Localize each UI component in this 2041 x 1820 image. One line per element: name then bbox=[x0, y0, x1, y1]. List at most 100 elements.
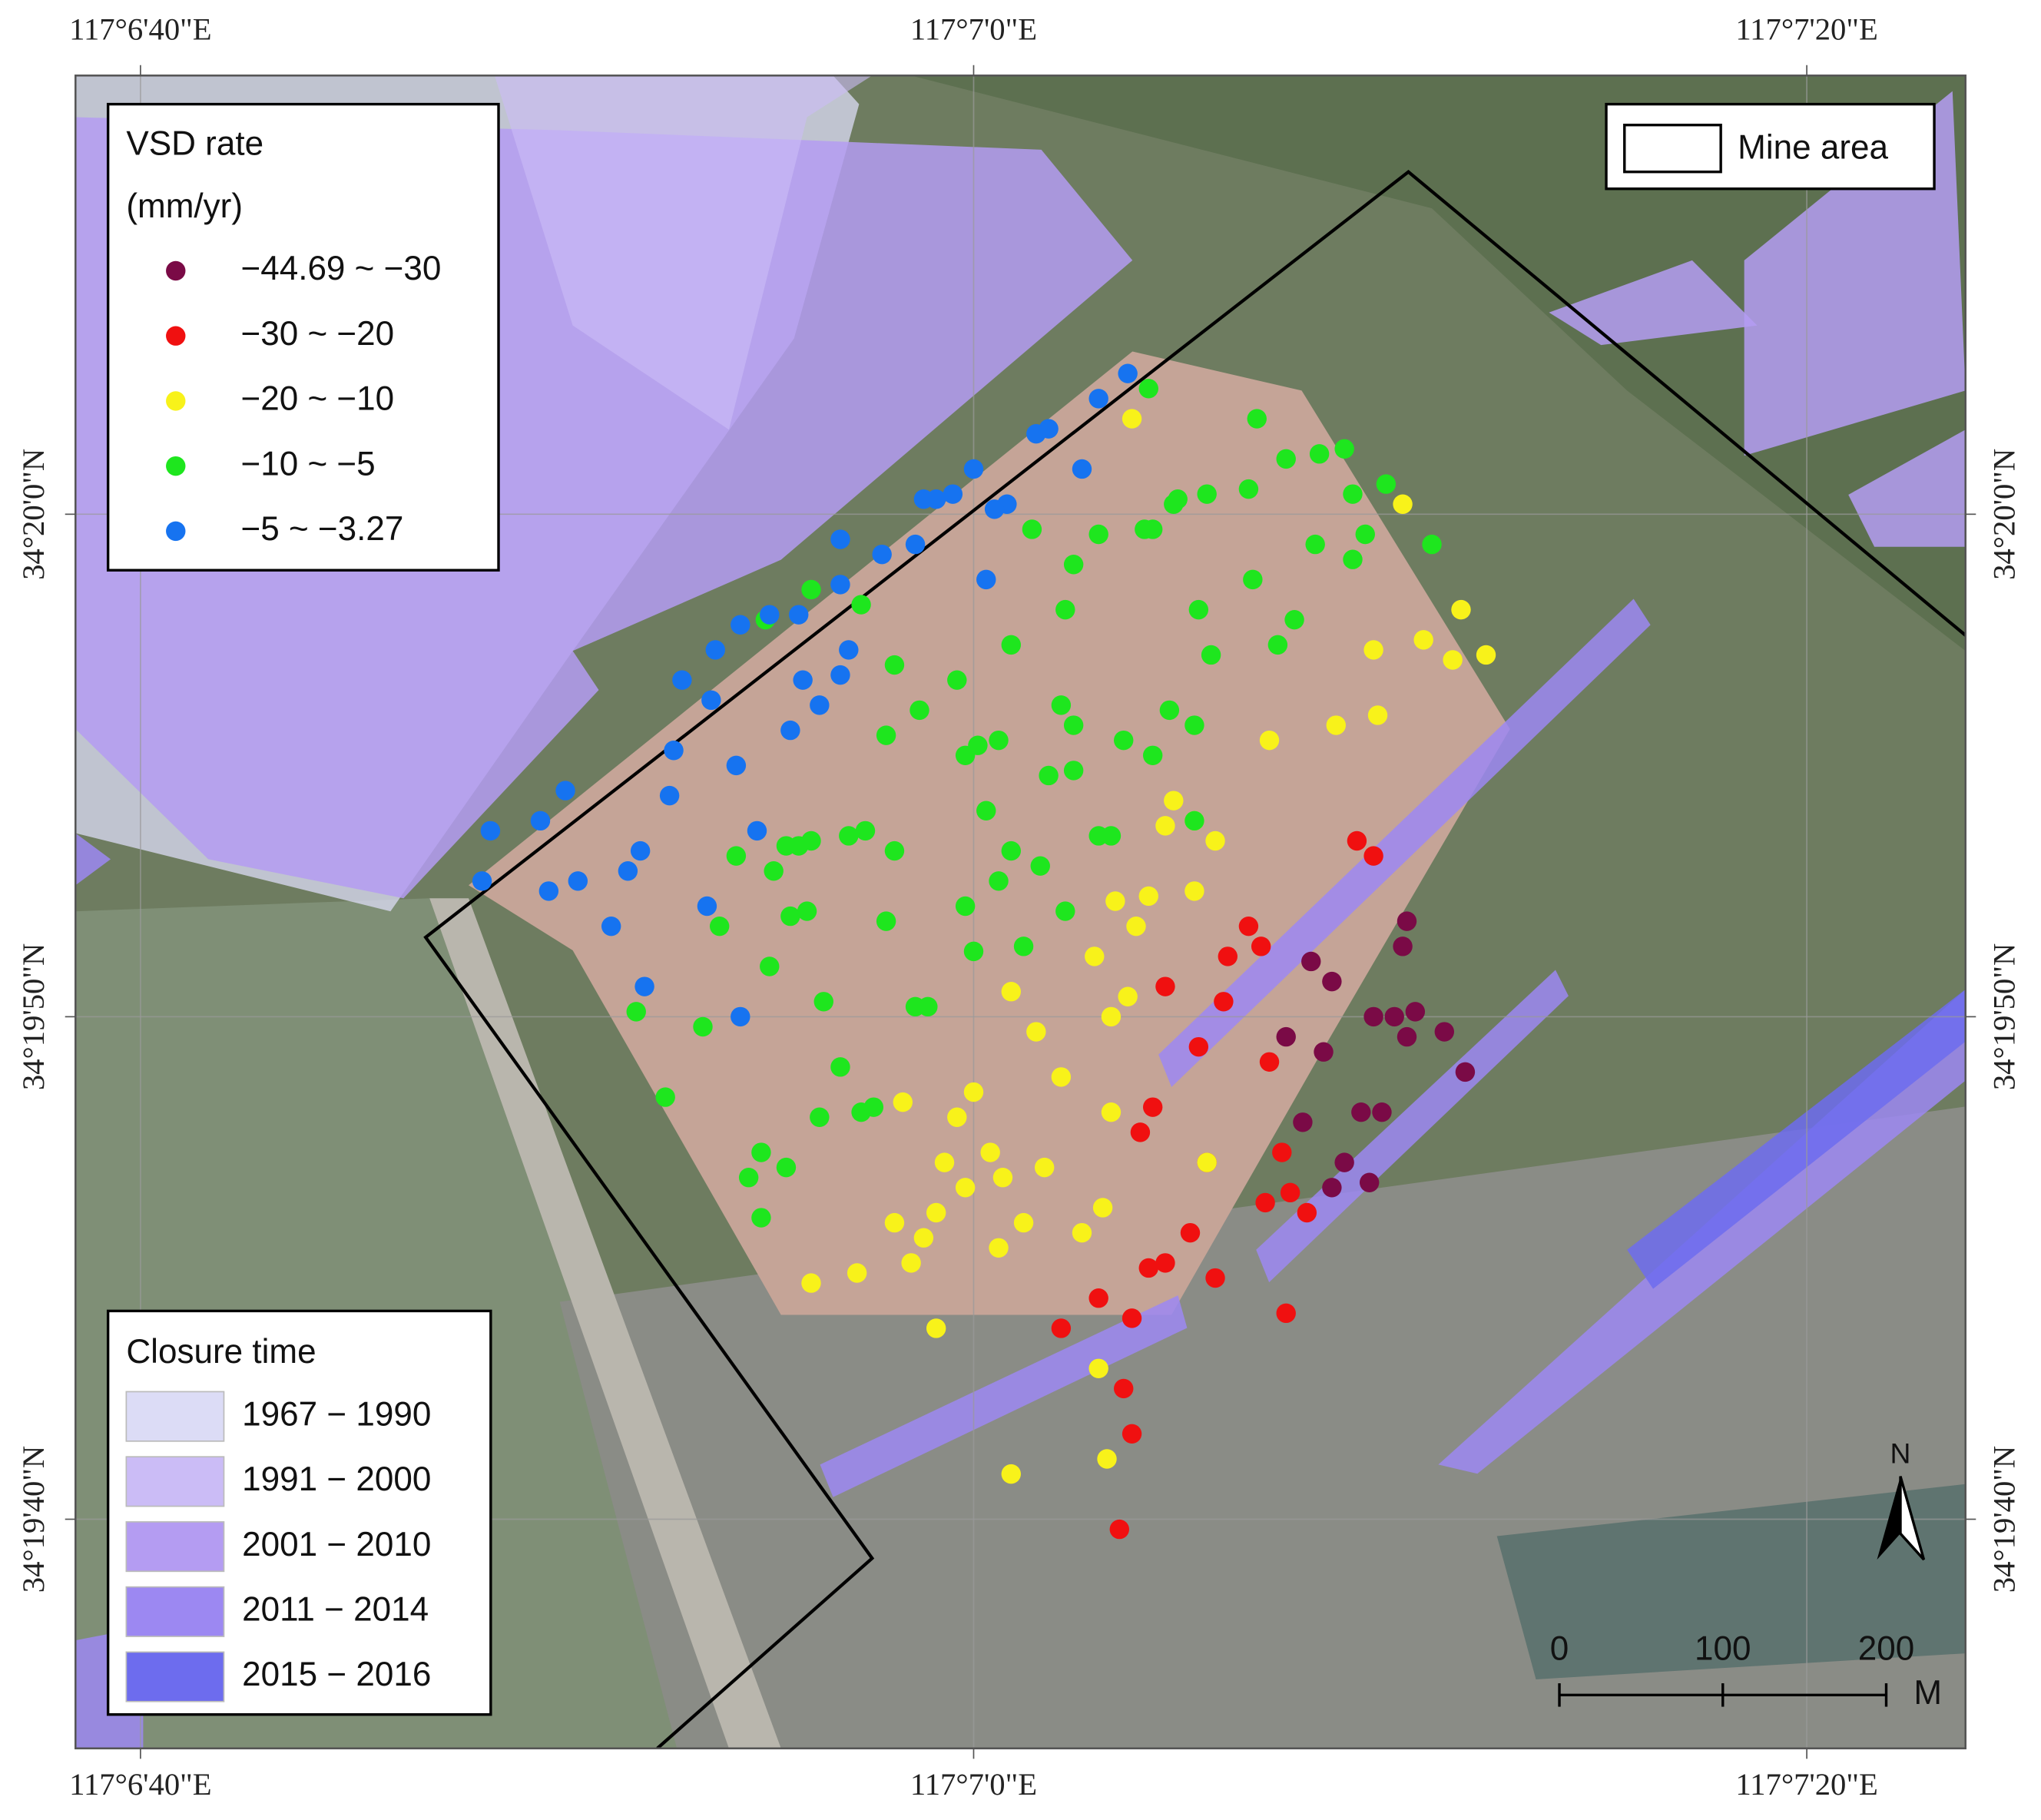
y-tick-label: 34°19'50"N bbox=[16, 943, 51, 1091]
vsd-point bbox=[1259, 1052, 1280, 1072]
vsd-point bbox=[760, 605, 780, 625]
vsd-point bbox=[1001, 635, 1022, 655]
vsd-point bbox=[1343, 549, 1363, 569]
legend-label: 2015 − 2016 bbox=[242, 1656, 431, 1693]
closure-area bbox=[75, 833, 111, 886]
vsd-point bbox=[955, 1178, 976, 1198]
vsd-point bbox=[1092, 1198, 1113, 1218]
vsd-point bbox=[1205, 1268, 1225, 1288]
y-tick-label: 34°19'50"N bbox=[1986, 943, 2021, 1091]
vsd-point bbox=[1205, 830, 1225, 851]
vsd-point bbox=[1293, 1112, 1313, 1132]
vsd-point bbox=[884, 655, 905, 675]
vsd-point bbox=[538, 881, 559, 901]
vsd-point bbox=[472, 871, 492, 891]
vsd-point bbox=[839, 640, 859, 660]
vsd-point bbox=[980, 1142, 1000, 1162]
vsd-point bbox=[810, 695, 830, 715]
vsd-point bbox=[863, 1097, 884, 1117]
vsd-point bbox=[634, 976, 654, 996]
vsd-legend: VSD rate (mm/yr) −44.69 ~ −30 −30 ~ −20 −2… bbox=[106, 102, 500, 572]
legend-swatch bbox=[125, 1391, 225, 1442]
vsd-point bbox=[1422, 534, 1442, 555]
vsd-point bbox=[1088, 524, 1108, 545]
vsd-point bbox=[830, 1057, 850, 1077]
vsd-point bbox=[601, 916, 621, 937]
vsd-point bbox=[884, 1212, 905, 1233]
closure-area bbox=[494, 75, 873, 430]
vsd-point bbox=[1197, 1152, 1217, 1172]
vsd-point bbox=[1138, 1258, 1158, 1278]
closure-area bbox=[1549, 260, 1758, 346]
vsd-point bbox=[1355, 524, 1375, 545]
vegetation bbox=[911, 75, 1966, 651]
vsd-point bbox=[701, 690, 721, 711]
legend-label: 1967 − 1990 bbox=[242, 1395, 431, 1433]
vsd-point bbox=[1142, 745, 1163, 766]
vsd-point bbox=[1185, 881, 1204, 901]
vsd-point bbox=[726, 846, 747, 866]
vsd-point bbox=[963, 1082, 984, 1102]
vsd-point bbox=[963, 459, 984, 479]
vsd-point bbox=[813, 992, 833, 1012]
vsd-point bbox=[1255, 1192, 1275, 1213]
vsd-point bbox=[1055, 599, 1075, 620]
vsd-point bbox=[947, 1107, 967, 1127]
vsd-point bbox=[989, 1238, 1009, 1258]
scale-label: 100 bbox=[1695, 1629, 1751, 1667]
vsd-point bbox=[913, 1228, 934, 1248]
vsd-point bbox=[1109, 1519, 1130, 1540]
vsd-point bbox=[751, 1208, 771, 1228]
vsd-point bbox=[726, 755, 747, 776]
vsd-point bbox=[1135, 519, 1155, 539]
vsd-point bbox=[1051, 695, 1072, 715]
vsd-point bbox=[1351, 1102, 1371, 1122]
vsd-point bbox=[976, 801, 996, 820]
vsd-point bbox=[955, 745, 976, 766]
vsd-point bbox=[1188, 599, 1209, 620]
vsd-point bbox=[705, 640, 725, 660]
legend-entries: −44.69 ~ −30 −30 ~ −20 −20 ~ −10 −10 ~ −5 −5… bbox=[166, 250, 441, 548]
vsd-point bbox=[1051, 1067, 1072, 1087]
vsd-point bbox=[810, 1107, 830, 1127]
vsd-point bbox=[1434, 1022, 1455, 1042]
closure-area bbox=[1256, 970, 1569, 1283]
x-tick-label: 117°7'0"E bbox=[910, 1767, 1037, 1802]
vsd-point bbox=[1214, 992, 1234, 1012]
vsd-point bbox=[618, 861, 638, 881]
vsd-point bbox=[1305, 534, 1325, 555]
vsd-point bbox=[1363, 640, 1383, 660]
legend-swatch bbox=[125, 1651, 225, 1702]
vsd-point bbox=[1476, 645, 1496, 665]
vsd-point bbox=[760, 956, 780, 976]
mine-boundary bbox=[423, 169, 1966, 1749]
scale-label: 200 bbox=[1858, 1629, 1915, 1667]
vsd-point bbox=[830, 665, 850, 685]
vsd-point bbox=[1188, 1036, 1209, 1057]
vsd-point bbox=[989, 730, 1009, 751]
vsd-point bbox=[872, 544, 892, 565]
vsd-point bbox=[659, 785, 680, 806]
legend-box bbox=[106, 1309, 492, 1716]
vsd-point bbox=[1114, 1378, 1134, 1399]
vsd-point bbox=[918, 996, 938, 1017]
vsd-point bbox=[1185, 715, 1204, 735]
vsd-point bbox=[1122, 1308, 1142, 1328]
vsd-point bbox=[943, 484, 963, 504]
scale-label: 0 bbox=[1550, 1629, 1569, 1667]
vsd-point bbox=[963, 941, 984, 962]
y-tick-label: 34°20'0"N bbox=[16, 449, 51, 580]
vsd-point bbox=[480, 820, 501, 841]
legend-label: Mine area bbox=[1738, 129, 1888, 167]
y-tick-label: 34°20'0"N bbox=[1986, 449, 2021, 580]
vsd-point bbox=[847, 1263, 867, 1283]
vsd-point bbox=[1384, 1006, 1404, 1027]
vsd-point bbox=[876, 725, 896, 745]
vsd-point bbox=[1130, 1122, 1151, 1142]
vsd-point bbox=[1072, 1222, 1092, 1243]
vsd-point bbox=[1218, 946, 1238, 966]
legend-marker bbox=[166, 326, 186, 346]
vsd-point bbox=[568, 871, 588, 891]
vsd-point bbox=[1155, 1253, 1175, 1273]
vsd-point bbox=[751, 1142, 771, 1162]
